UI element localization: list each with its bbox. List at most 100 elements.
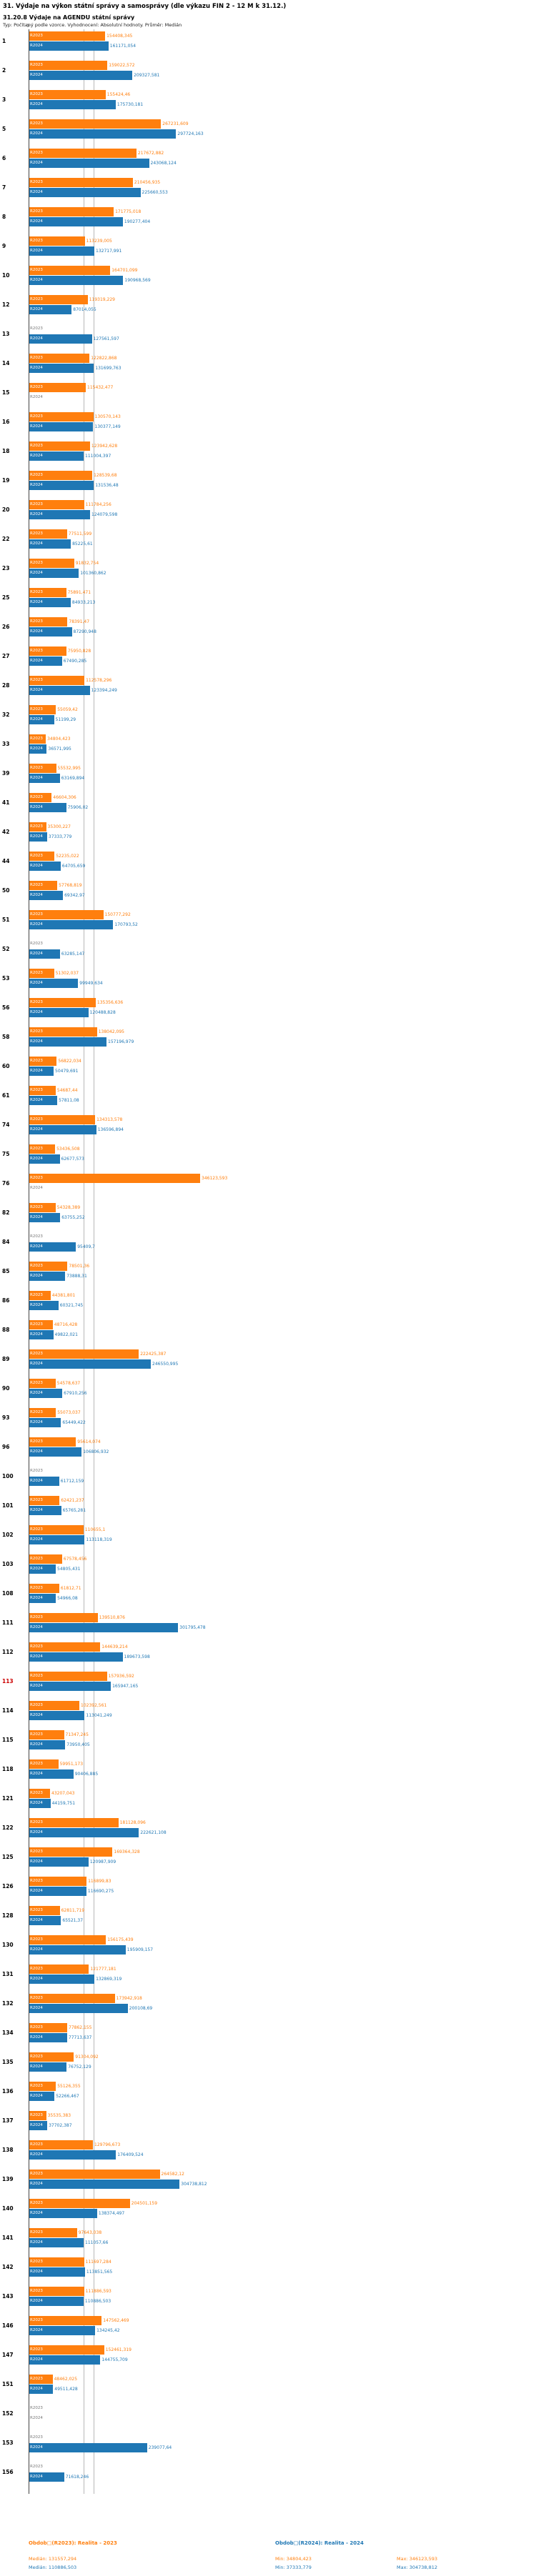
tick-label-r2024: R2024 <box>30 659 43 663</box>
tick-label-r2023: R2023 <box>30 2406 43 2410</box>
value-label: 71347,245 <box>65 1732 89 1737</box>
bar-r2024 <box>29 1272 66 1281</box>
tick-label-r2024: R2024 <box>30 717 43 722</box>
row-label: 125 <box>2 1854 14 1860</box>
value-label: 37333,779 <box>48 834 72 839</box>
value-label: 131699,763 <box>95 366 121 371</box>
row-label: 90 <box>2 1385 10 1392</box>
value-label: 48462,025 <box>54 2377 78 2382</box>
value-label: 124079,598 <box>91 512 118 517</box>
tick-label-r2024: R2024 <box>30 73 43 77</box>
tick-label-r2024: R2024 <box>30 2445 43 2450</box>
bar-r2023 <box>29 2170 160 2179</box>
value-label: 154408,345 <box>106 34 133 39</box>
tick-label-r2024: R2024 <box>30 1918 43 1922</box>
tick-label-r2024: R2024 <box>30 1420 43 1424</box>
value-label: 101360,862 <box>80 571 106 576</box>
value-label: 63285,147 <box>61 952 85 957</box>
tick-label-r2023: R2023 <box>30 1469 43 1473</box>
value-label: 87014,055 <box>73 307 96 312</box>
bar-r2024 <box>29 1330 54 1339</box>
value-label: 147562,469 <box>103 2318 129 2323</box>
value-label: 144755,709 <box>101 2357 128 2362</box>
value-label: 65521,37 <box>62 1918 84 1923</box>
tick-label-r2023: R2023 <box>30 649 43 653</box>
value-label: 34804,423 <box>47 737 71 742</box>
bar-r2023 <box>29 2228 77 2237</box>
bar-r2024 <box>29 41 109 51</box>
bar-r2023 <box>29 500 84 509</box>
tick-label-r2024: R2024 <box>30 1215 43 1219</box>
value-label: 44381,801 <box>51 1293 76 1298</box>
tick-label-r2023: R2023 <box>30 1557 43 1561</box>
tick-label-r2024: R2024 <box>30 1596 43 1600</box>
value-label: 119319,229 <box>89 297 115 302</box>
value-label: 115432,477 <box>87 385 114 390</box>
bar-r2024 <box>29 1769 74 1779</box>
bar-r2023 <box>29 383 86 392</box>
value-label: 175730,181 <box>116 102 144 107</box>
bar-r2023 <box>29 2140 93 2150</box>
value-label: 56822,034 <box>58 1059 81 1064</box>
row-label: 10 <box>2 272 10 279</box>
row-label: 8 <box>2 214 6 220</box>
value-label: 67490,285 <box>63 659 87 664</box>
bar-r2024 <box>29 1359 151 1369</box>
tick-label-r2023: R2023 <box>30 2318 43 2322</box>
page-title: 31. Výdaje na výkon státní správy a samo… <box>3 3 287 10</box>
value-label: 204501,159 <box>131 2201 158 2206</box>
row-label: 141 <box>2 2235 14 2241</box>
value-label: 55073,037 <box>57 1410 81 1415</box>
bar-r2024 <box>29 774 60 783</box>
row-label: 142 <box>2 2264 14 2270</box>
row-label: 137 <box>2 2117 14 2124</box>
value-label: 111784,256 <box>85 502 111 507</box>
bar-r2023 <box>29 1174 200 1183</box>
row-label: 25 <box>2 594 10 601</box>
value-label: 123942,628 <box>91 444 118 449</box>
tick-label-r2023: R2023 <box>30 414 43 419</box>
bar-r2024 <box>29 2180 180 2189</box>
tick-label-r2023: R2023 <box>30 971 43 975</box>
value-label: 155424,46 <box>106 92 131 97</box>
tick-label-r2023: R2023 <box>30 385 43 389</box>
bar-r2024 <box>29 2121 48 2130</box>
value-label: 111004,397 <box>85 454 111 459</box>
value-label: 222621,108 <box>140 1830 167 1835</box>
bar-r2023 <box>29 149 137 158</box>
bar-r2024 <box>29 159 149 168</box>
bar-r2024 <box>29 891 64 900</box>
tick-label-r2023: R2023 <box>30 561 43 565</box>
tick-label-r2024: R2024 <box>30 1567 43 1571</box>
value-label: 77713,637 <box>68 2035 92 2040</box>
row-label: 121 <box>2 1795 14 1802</box>
bar-r2023 <box>29 2082 56 2091</box>
row-label: 12 <box>2 301 10 308</box>
row-label: 22 <box>2 536 10 542</box>
tick-label-r2023: R2023 <box>30 2230 43 2235</box>
value-label: 54966,08 <box>57 1596 78 1601</box>
bar-r2024 <box>29 2092 55 2101</box>
tick-label-r2023: R2023 <box>30 737 43 741</box>
value-label: 111697,284 <box>85 2260 111 2265</box>
row-label: 134 <box>2 2030 14 2036</box>
bar-r2023 <box>29 910 104 919</box>
tick-label-r2023: R2023 <box>30 678 43 682</box>
row-label: 53 <box>2 975 10 982</box>
tick-label-r2023: R2023 <box>30 121 43 126</box>
row-label: 7 <box>2 184 6 191</box>
bar-r2024 <box>29 1623 179 1632</box>
value-label: 132717,991 <box>96 249 122 254</box>
tick-label-r2023: R2023 <box>30 1996 43 2000</box>
bar-r2023 <box>29 1115 96 1124</box>
bar-r2024 <box>29 715 54 724</box>
bar-r2024 <box>29 539 71 549</box>
tick-label-r2023: R2023 <box>30 1879 43 1883</box>
value-label: 157936,592 <box>108 1674 134 1679</box>
value-label: 128539,68 <box>94 473 117 478</box>
tick-label-r2024: R2024 <box>30 1977 43 1981</box>
tick-label-r2023: R2023 <box>30 854 43 858</box>
bar-r2023 <box>29 441 90 451</box>
value-label: 55126,355 <box>57 2084 81 2089</box>
tick-label-r2024: R2024 <box>30 747 43 751</box>
